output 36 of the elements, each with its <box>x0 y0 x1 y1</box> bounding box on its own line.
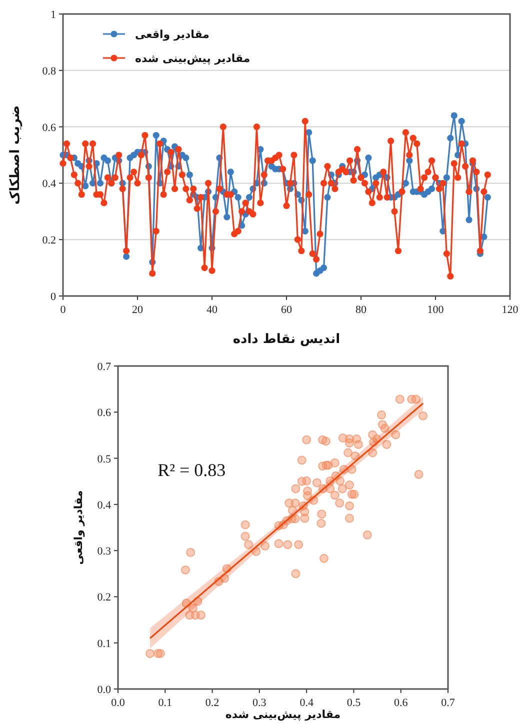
y-axis-title: ضریب اصطکاک <box>8 105 23 205</box>
y-tick-label: 0.6 <box>42 122 56 134</box>
y-tick-label: 0.6 <box>97 407 112 420</box>
y-tick-label: 1 <box>50 9 56 21</box>
y-tick-label: 0.4 <box>97 499 112 512</box>
x-tick-label: 0.3 <box>252 697 267 709</box>
x-tick-label: 0.1 <box>158 697 172 709</box>
y-tick-label: 0.7 <box>97 361 112 373</box>
x-tick-label: 0.4 <box>300 697 314 709</box>
x-axis-title: اندیس نقاط داده <box>232 332 340 347</box>
x-tick-label: 0.0 <box>111 697 126 709</box>
x-tick-label: 0.5 <box>346 697 362 709</box>
x-tick-label: 40 <box>206 304 218 316</box>
y-axis-title: مقادیر واقعی <box>72 490 85 565</box>
x-tick-label: 60 <box>281 304 292 316</box>
y-tick-label: 0.0 <box>97 684 112 696</box>
y-tick-label: 0.2 <box>42 234 56 247</box>
y-tick-label: 0.8 <box>42 65 56 78</box>
y-tick-label: 0.1 <box>97 638 111 650</box>
y-tick-label: 0.4 <box>42 178 56 190</box>
y-tick-label: 0.2 <box>97 592 111 604</box>
x-tick-label: 0.6 <box>394 697 408 709</box>
x-tick-label: 0 <box>60 304 66 316</box>
x-tick-label: 20 <box>132 304 144 316</box>
y-tick-label: 0.3 <box>97 546 112 558</box>
x-axis-title: مقادیر پیش‌بینی شده <box>225 708 341 721</box>
x-tick-label: 120 <box>502 304 519 316</box>
annotation: R² = 0.83 <box>158 460 226 480</box>
legend-label: مقادیر واقعی <box>135 28 210 41</box>
x-tick-label: 80 <box>356 304 367 316</box>
x-tick-label: 100 <box>427 304 444 316</box>
legend-label: مقادیر پیش‌بینی شده <box>135 52 250 65</box>
y-tick-label: 0 <box>50 291 56 303</box>
y-tick-label: 0.5 <box>97 453 112 466</box>
x-tick-label: 0.2 <box>205 697 220 709</box>
x-tick-label: 0.7 <box>441 697 456 709</box>
